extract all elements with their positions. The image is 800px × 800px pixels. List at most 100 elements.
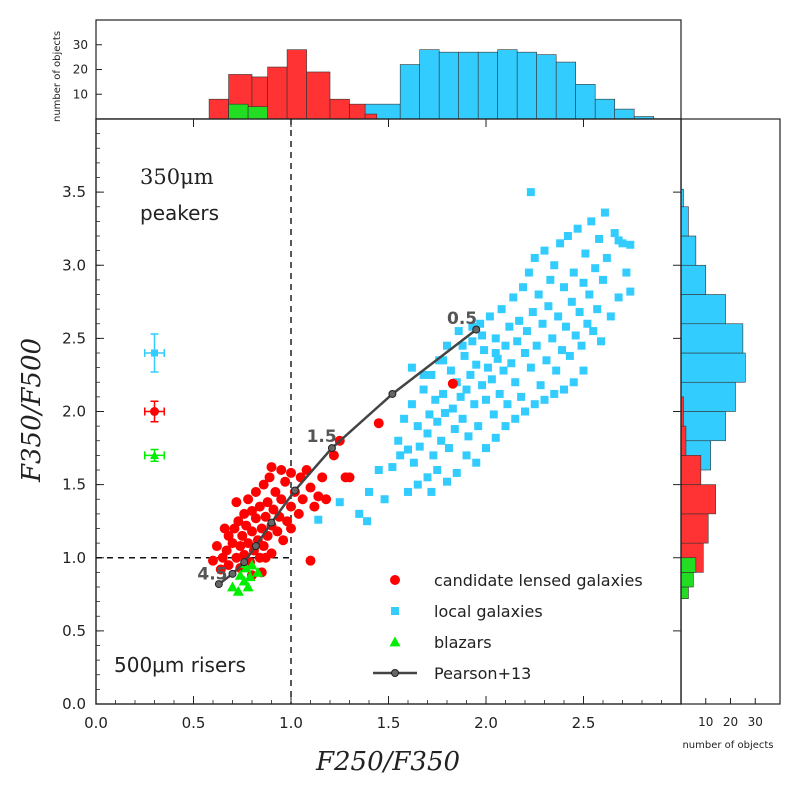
- local-galaxy-point: [396, 451, 405, 460]
- lensed-galaxy-point: [233, 516, 244, 527]
- local-galaxy-point: [454, 327, 463, 336]
- blazar-point: [232, 585, 244, 596]
- local-galaxy-point: [579, 366, 588, 375]
- lensed-galaxy-point: [266, 462, 277, 473]
- blazar-point: [252, 566, 264, 577]
- lensed-galaxy-point: [317, 472, 328, 483]
- local-galaxy-point: [335, 498, 344, 507]
- local-galaxy-point: [450, 425, 459, 434]
- local-galaxy-point: [573, 224, 582, 233]
- lensed-galaxy-point: [272, 526, 283, 537]
- pearson-track-node: [240, 558, 249, 567]
- local-galaxy-point: [464, 432, 473, 441]
- local-galaxy-point: [534, 290, 543, 299]
- lensed-galaxy-point: [231, 497, 242, 508]
- y-tick-label: 0.0: [62, 695, 86, 713]
- local-galaxy-point: [560, 283, 568, 292]
- top-histogram-ylabel: number of objects: [52, 31, 63, 122]
- local-galaxy-point: [513, 337, 522, 346]
- local-galaxy-point: [427, 370, 436, 379]
- right-hist-bar-lensed: [680, 513, 709, 544]
- x-tick-label: 2.5: [572, 714, 596, 732]
- lensed-galaxy-point: [293, 508, 304, 519]
- local-galaxy-point: [626, 240, 635, 249]
- error-bar-marker: [150, 407, 159, 416]
- y-axis-label: F350/F500: [17, 338, 47, 483]
- local-galaxy-point: [380, 495, 389, 504]
- local-galaxy-point: [441, 408, 450, 417]
- local-galaxy-point: [614, 293, 623, 302]
- y-tick-label: 2.0: [62, 403, 86, 421]
- lensed-galaxy-point: [262, 497, 273, 508]
- right-hist-bar-local: [680, 206, 689, 237]
- main-scatter-panel: 0.0 0.5 1.0 1.5 2.0 2.5 0.0 0.5 1.0 1.5 2.0 2.5 3.0 3…: [62, 118, 682, 732]
- local-galaxy-point: [544, 302, 553, 311]
- top-hist-bar-lensed: [329, 98, 350, 120]
- local-galaxy-point: [468, 322, 477, 331]
- top-hist-bar-lensed: [267, 66, 288, 120]
- local-galaxy-point: [388, 463, 397, 472]
- pearson-track-node: [388, 389, 397, 398]
- local-galaxy-point: [415, 442, 424, 451]
- local-galaxy-point: [462, 385, 471, 394]
- top-hist-tick-label: 30: [73, 38, 88, 52]
- pearson-track: 0.5 1.5 4.5: [197, 309, 481, 589]
- local-galaxy-point: [532, 341, 541, 350]
- local-galaxy-point: [409, 458, 418, 467]
- x-axis-label: F250/F350: [315, 747, 460, 777]
- local-galaxy-point: [493, 354, 502, 363]
- local-galaxy-point: [550, 389, 559, 398]
- local-galaxy-point: [546, 275, 555, 284]
- annotation-peakers: peakers: [140, 201, 219, 225]
- lensed-galaxy-point: [217, 552, 228, 563]
- local-galaxy-point: [433, 466, 442, 474]
- legend-marker-track-node: [391, 669, 399, 677]
- local-galaxy-point: [443, 477, 451, 486]
- legend-label: candidate lensed galaxies: [434, 571, 643, 590]
- legend-marker-local: [391, 607, 399, 615]
- local-galaxy-point: [524, 268, 533, 277]
- local-galaxy-point: [460, 351, 469, 360]
- local-galaxy-point: [497, 305, 506, 314]
- local-galaxy-point: [439, 389, 448, 398]
- local-galaxy-point: [474, 422, 483, 431]
- lensed-galaxy-point: [223, 530, 234, 541]
- local-galaxy-point: [575, 308, 584, 317]
- lensed-galaxy-point: [305, 482, 316, 493]
- top-hist-bar-local: [516, 51, 538, 120]
- lensed-galaxy-point: [297, 494, 308, 505]
- pearson-track-node: [251, 542, 260, 551]
- local-galaxy-point: [355, 509, 364, 518]
- local-galaxy-point: [530, 400, 539, 409]
- top-hist-bar-local: [555, 61, 577, 120]
- blazar-point: [242, 581, 254, 592]
- lensed-galaxy-point: [208, 555, 218, 566]
- lensed-galaxy-point: [254, 501, 265, 512]
- local-galaxy-point: [374, 466, 383, 474]
- local-galaxy-point: [530, 253, 539, 262]
- local-galaxy-point: [521, 407, 529, 416]
- local-galaxy-point: [314, 515, 323, 524]
- legend: candidate lensed galaxies local galaxies b…: [373, 571, 643, 683]
- top-hist-bar-local: [477, 51, 499, 120]
- local-galaxy-point: [528, 308, 537, 317]
- local-galaxy-point: [448, 404, 457, 413]
- local-galaxy-point: [626, 287, 635, 296]
- local-galaxy-point: [538, 319, 547, 328]
- right-hist-tick-label: 10: [698, 715, 713, 729]
- threshold-lines: [96, 119, 292, 704]
- top-hist-bar-local: [438, 51, 460, 120]
- x-tick-label: 1.5: [377, 714, 401, 732]
- local-galaxy-point: [554, 312, 563, 321]
- lensed-galaxy-point: [286, 523, 296, 534]
- local-galaxy-point: [542, 356, 551, 365]
- local-galaxy-point: [437, 436, 446, 445]
- local-galaxy-point: [560, 385, 568, 394]
- local-galaxy-point: [466, 370, 475, 379]
- local-galaxy-point: [587, 217, 596, 226]
- top-histogram-bars: [208, 49, 655, 120]
- local-galaxy-point: [567, 297, 576, 306]
- local-galaxy-point: [602, 253, 611, 262]
- right-hist-tick-label: 30: [748, 715, 763, 729]
- right-hist-bar-local: [680, 323, 744, 354]
